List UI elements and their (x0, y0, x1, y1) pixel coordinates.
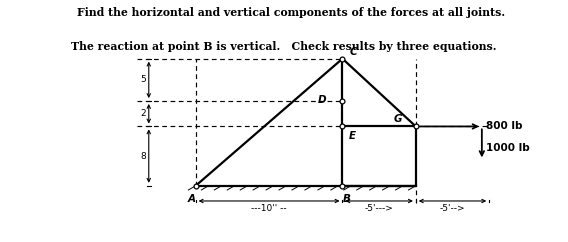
Text: E: E (348, 131, 356, 141)
Text: 2: 2 (140, 109, 146, 118)
Text: Find the horizontal and vertical components of the forces at all joints.: Find the horizontal and vertical compone… (62, 7, 506, 18)
Text: C: C (350, 47, 357, 57)
Text: G: G (394, 114, 403, 124)
Text: ---10'' --: ---10'' -- (251, 204, 287, 213)
Text: 5: 5 (140, 75, 146, 84)
Text: D: D (318, 95, 326, 105)
Text: The reaction at point B is vertical.   Check results by three equations.: The reaction at point B is vertical. Che… (71, 41, 497, 52)
Text: -5'-->: -5'--> (440, 204, 465, 213)
Text: -5'--->: -5'---> (365, 204, 394, 213)
Text: 8: 8 (140, 151, 146, 161)
Text: 1000 lb: 1000 lb (486, 143, 530, 153)
Text: 800 lb: 800 lb (486, 121, 523, 131)
Text: A: A (187, 194, 195, 204)
Text: B: B (343, 194, 351, 204)
